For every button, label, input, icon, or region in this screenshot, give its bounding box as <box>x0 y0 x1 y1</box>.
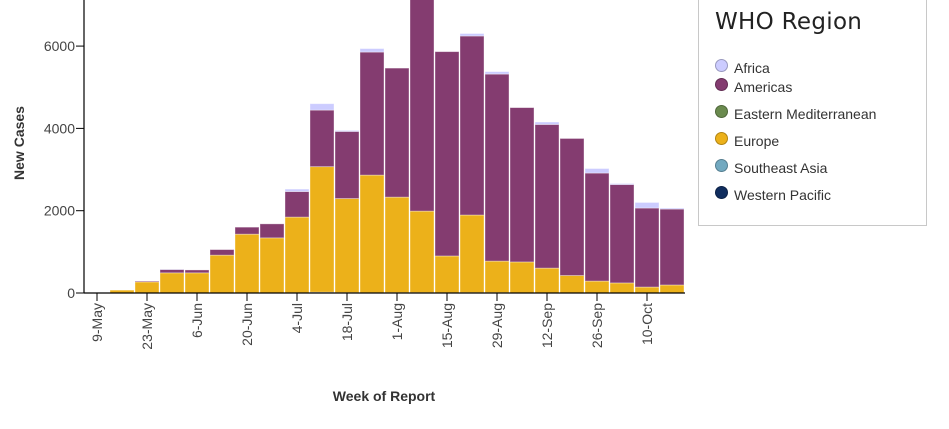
bar-europe-3-oct[interactable] <box>609 282 635 293</box>
x-axis-title: Week of Report <box>333 388 436 404</box>
y-axis-title: New Cases <box>11 106 27 180</box>
bar-europe-12-sep[interactable] <box>534 267 560 293</box>
bar-africa-3-oct[interactable] <box>609 183 635 185</box>
x-tick-label: 15-Aug <box>439 303 455 348</box>
legend-item-southeast-asia[interactable]: Southeast Asia <box>715 157 828 176</box>
x-tick-label: 6-Jun <box>189 303 205 338</box>
legend-swatch-western-pacific <box>715 185 728 199</box>
bar-americas-13-jun[interactable] <box>209 249 235 256</box>
bar-europe-1-aug[interactable] <box>384 196 410 293</box>
y-axis: 0 2000 4000 6000 <box>44 0 85 301</box>
bar-africa-25-jul[interactable] <box>359 48 385 53</box>
bar-africa-11-jul[interactable] <box>309 103 335 111</box>
x-tick-label: 9-May <box>89 303 105 342</box>
legend-item-europe[interactable]: Europe <box>715 130 780 149</box>
legend-swatch-europe <box>715 131 728 145</box>
bar-africa-10-oct[interactable] <box>634 202 660 209</box>
bar-americas-3-oct[interactable] <box>609 184 635 284</box>
y-tick-label: 4000 <box>44 120 75 136</box>
bar-americas-1-aug[interactable] <box>384 67 410 198</box>
x-tick-label: 10-Oct <box>639 303 655 345</box>
bar-europe-30-may[interactable] <box>159 272 185 293</box>
bar-europe-23-may[interactable] <box>134 281 160 293</box>
x-tick-label: 26-Sep <box>589 303 605 348</box>
y-tick-label: 2000 <box>44 203 75 219</box>
legend-label: Africa <box>734 60 770 76</box>
bar-africa-26-sep[interactable] <box>584 168 610 174</box>
x-tick-label: 12-Sep <box>539 303 555 348</box>
legend-label: Southeast Asia <box>734 160 828 176</box>
bar-americas-27-jun[interactable] <box>259 223 285 239</box>
bar-americas-23-may[interactable] <box>134 280 160 283</box>
legend: WHO Region Africa Americas Eastern Medit… <box>698 0 927 226</box>
bar-americas-12-sep[interactable] <box>534 124 560 269</box>
bar-americas-25-jul[interactable] <box>359 51 385 176</box>
bar-americas-20-jun[interactable] <box>234 226 260 235</box>
bar-europe-27-jun[interactable] <box>259 237 285 293</box>
bar-europe-13-jun[interactable] <box>209 254 235 293</box>
x-tick-label: 18-Jul <box>339 303 355 341</box>
bar-americas-6-jun[interactable] <box>184 269 210 274</box>
bar-africa-17-oct[interactable] <box>659 207 685 210</box>
bar-americas-11-jul[interactable] <box>309 109 335 168</box>
bar-africa-12-sep[interactable] <box>534 121 560 125</box>
bar-europe-16-may[interactable] <box>109 289 135 293</box>
bar-americas-4-jul[interactable] <box>284 191 310 218</box>
x-axis: 9-May 23-May 6-Jun 20-Jun 4-Jul 18-Jul 1-Aug 15… <box>84 292 685 350</box>
x-tick-label: 29-Aug <box>489 303 505 348</box>
bar-europe-29-aug[interactable] <box>484 260 510 293</box>
bar-europe-5-sep[interactable] <box>509 261 535 293</box>
legend-item-eastern-mediterranean[interactable]: Eastern Mediterranean <box>715 103 877 122</box>
bar-africa-22-aug[interactable] <box>459 33 485 37</box>
bar-africa-29-aug[interactable] <box>484 71 510 75</box>
legend-label: Western Pacific <box>734 187 831 203</box>
bar-americas-29-aug[interactable] <box>484 73 510 262</box>
y-tick-label: 6000 <box>44 38 75 54</box>
bar-europe-18-jul[interactable] <box>334 198 360 293</box>
bar-europe-22-aug[interactable] <box>459 214 485 293</box>
bar-americas-10-oct[interactable] <box>634 207 660 288</box>
bar-americas-19-sep[interactable] <box>559 138 585 276</box>
x-tick-label: 23-May <box>139 303 155 350</box>
bar-europe-17-oct[interactable] <box>659 284 685 293</box>
bar-africa-4-jul[interactable] <box>284 188 310 192</box>
bar-europe-6-jun[interactable] <box>184 272 210 293</box>
bar-europe-4-jul[interactable] <box>284 216 310 293</box>
bar-europe-20-jun[interactable] <box>234 233 260 293</box>
y-tick-label: 0 <box>67 285 75 301</box>
bar-americas-26-sep[interactable] <box>584 172 610 282</box>
bar-europe-25-jul[interactable] <box>359 174 385 293</box>
x-tick-label: 20-Jun <box>239 303 255 346</box>
x-tick-label: 1-Aug <box>389 303 405 340</box>
bar-africa-18-jul[interactable] <box>334 130 360 132</box>
bar-europe-8-aug[interactable] <box>409 210 435 293</box>
bars-layer <box>109 0 685 293</box>
bar-americas-5-sep[interactable] <box>509 107 535 263</box>
bar-europe-15-aug[interactable] <box>434 255 460 293</box>
bar-europe-11-jul[interactable] <box>309 166 335 293</box>
bar-americas-8-aug[interactable] <box>409 0 435 212</box>
legend-item-americas[interactable]: Americas <box>715 76 793 95</box>
legend-swatch-southeast-asia <box>715 158 728 172</box>
legend-title: WHO Region <box>715 9 863 35</box>
bar-americas-15-aug[interactable] <box>434 51 460 257</box>
bar-europe-19-sep[interactable] <box>559 275 585 293</box>
legend-label: Europe <box>734 133 780 149</box>
legend-swatch-americas <box>715 77 728 91</box>
legend-label: Americas <box>734 79 793 95</box>
bar-americas-30-may[interactable] <box>159 269 185 274</box>
bar-americas-18-jul[interactable] <box>334 131 360 199</box>
bar-europe-26-sep[interactable] <box>584 280 610 293</box>
legend-swatch-eastern-mediterranean <box>715 104 728 118</box>
legend-item-africa[interactable]: Africa <box>715 57 770 76</box>
bar-americas-17-oct[interactable] <box>659 208 685 286</box>
bar-europe-10-oct[interactable] <box>634 286 660 293</box>
bar-americas-22-aug[interactable] <box>459 35 485 216</box>
legend-item-western-pacific[interactable]: Western Pacific <box>715 184 831 203</box>
legend-swatch-africa <box>715 58 728 72</box>
x-tick-label: 4-Jul <box>289 303 305 333</box>
legend-label: Eastern Mediterranean <box>734 106 877 122</box>
